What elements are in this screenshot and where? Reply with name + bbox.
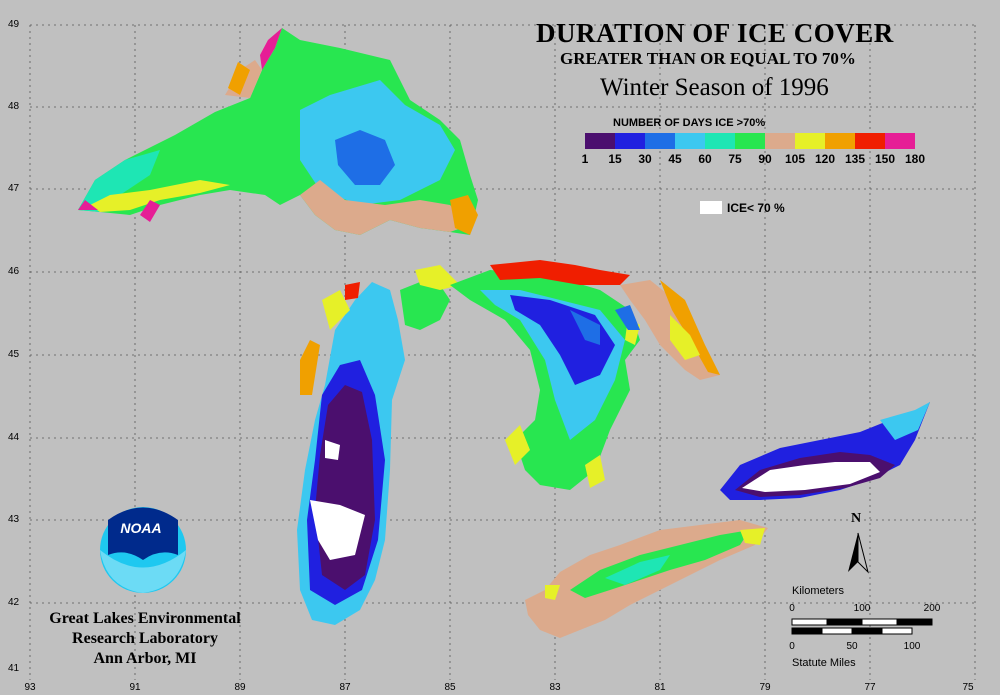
- legend-break-label: 15: [608, 152, 622, 166]
- lake-superior: [78, 28, 478, 235]
- legend-swatch: [885, 133, 915, 149]
- legend-break-label: 180: [904, 152, 926, 166]
- lon-label: 91: [129, 682, 141, 693]
- scale-bar: [791, 618, 933, 635]
- miles-label: Statute Miles: [792, 657, 856, 669]
- lat-label: 48: [8, 101, 20, 112]
- lon-label: 83: [549, 682, 561, 693]
- title-main: DURATION OF ICE COVER: [536, 18, 894, 48]
- legend-break-label: 135: [844, 152, 866, 166]
- km-tick: 0: [789, 603, 795, 614]
- lon-label: 89: [234, 682, 246, 693]
- lat-label: 43: [8, 514, 20, 525]
- legend-swatch: [855, 133, 885, 149]
- north-arrow-icon: [848, 532, 869, 574]
- credit-line-1: Great Lakes Environmental: [49, 610, 241, 627]
- legend-break-label: 105: [784, 152, 806, 166]
- lat-label: 47: [8, 183, 20, 194]
- lon-label: 79: [759, 682, 771, 693]
- legend-swatch: [765, 133, 795, 149]
- km-label: Kilometers: [792, 585, 844, 597]
- legend-swatch: [795, 133, 825, 149]
- lat-label: 46: [8, 266, 20, 277]
- noaa-logo-icon: [100, 507, 186, 593]
- legend-break-label: 30: [638, 152, 652, 166]
- mile-tick: 100: [903, 641, 921, 652]
- legend-heading: NUMBER OF DAYS ICE >70%: [613, 117, 766, 129]
- lake-michigan: [297, 265, 460, 625]
- lon-label: 75: [962, 682, 974, 693]
- legend-break-label: 120: [814, 152, 836, 166]
- legend-break-label: 150: [874, 152, 896, 166]
- lat-label: 41: [8, 663, 20, 674]
- lon-label: 93: [24, 682, 36, 693]
- mile-tick: 0: [789, 641, 795, 652]
- legend-break-label: 45: [668, 152, 682, 166]
- legend-swatch: [735, 133, 765, 149]
- legend-swatch: [645, 133, 675, 149]
- legend-swatch: [585, 133, 615, 149]
- credit-line-2: Research Laboratory: [72, 630, 218, 647]
- ice-swatch: [700, 201, 722, 214]
- lat-label: 44: [8, 432, 20, 443]
- legend-break-label: 90: [758, 152, 772, 166]
- legend-break-label: 60: [698, 152, 712, 166]
- lake-erie: [525, 520, 768, 638]
- lat-label: 49: [8, 19, 20, 30]
- legend-break-label: 1: [581, 152, 589, 166]
- mile-tick: 50: [846, 641, 858, 652]
- km-tick: 200: [923, 603, 941, 614]
- north-label: N: [851, 511, 862, 526]
- legend-swatch: [705, 133, 735, 149]
- legend-break-label: 75: [728, 152, 742, 166]
- lon-label: 81: [654, 682, 666, 693]
- credit-line-3: Ann Arbor, MI: [93, 650, 197, 667]
- noaa-logo-text: NOAA: [120, 520, 162, 536]
- title-subtitle: GREATER THAN OR EQUAL TO 70%: [560, 49, 856, 68]
- title-season: Winter Season of 1996: [600, 74, 829, 101]
- lon-label: 85: [444, 682, 456, 693]
- lat-label: 42: [8, 597, 20, 608]
- lon-label: 77: [864, 682, 876, 693]
- credit-block: Great Lakes Environmental Research Labor…: [30, 609, 260, 669]
- legend-color-bar: [585, 133, 915, 149]
- ice-label: ICE< 70 %: [727, 201, 785, 215]
- lake-ontario: [720, 402, 930, 500]
- lat-label: 45: [8, 349, 20, 360]
- lon-label: 87: [339, 682, 351, 693]
- legend-swatch: [675, 133, 705, 149]
- legend-swatch: [825, 133, 855, 149]
- lake-huron: [450, 260, 720, 490]
- km-tick: 100: [853, 603, 871, 614]
- legend-swatch: [615, 133, 645, 149]
